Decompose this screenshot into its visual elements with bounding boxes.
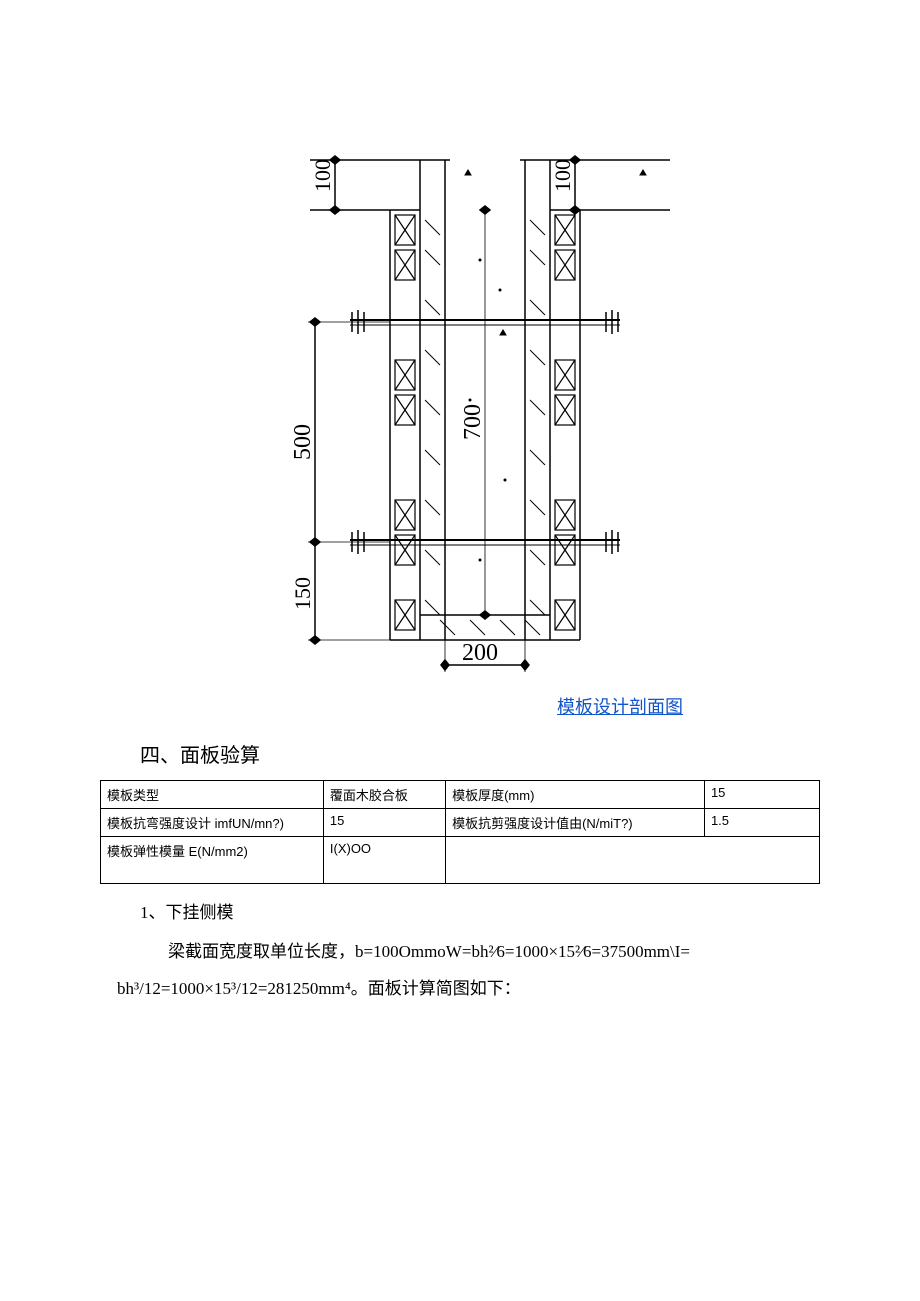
sub-1-heading: 1、下挂侧模 — [140, 898, 820, 923]
diagram-svg: 100 100 500 150 700 200 — [240, 100, 680, 680]
dim-150: 150 — [290, 577, 315, 610]
cell-shear-value: 1.5 — [704, 809, 819, 837]
cell-template-type-label: 模板类型 — [101, 781, 324, 809]
cell-template-type-value: 覆面木胶合板 — [323, 781, 445, 809]
formwork-section-diagram: 100 100 500 150 700 200 模板设计剖面图 — [100, 100, 820, 719]
cell-thickness-value: 15 — [704, 781, 819, 809]
cell-modulus-value: I(X)OO — [323, 837, 445, 884]
cell-thickness-label: 模板厚度(mm) — [446, 781, 705, 809]
dim-100-right: 100 — [550, 159, 575, 192]
cell-empty — [446, 837, 820, 884]
table-row: 模板类型 覆面木胶合板 模板厚度(mm) 15 — [101, 781, 820, 809]
calc-text-line1: 梁截面宽度取单位长度，b=100OmmoW=bh²⁄6=1000×15²⁄6=3… — [100, 933, 820, 970]
panel-params-table: 模板类型 覆面木胶合板 模板厚度(mm) 15 模板抗弯强度设计 imfUN/m… — [100, 780, 820, 884]
diagram-caption: 模板设计剖面图 — [557, 693, 683, 719]
dim-700: 700 — [460, 404, 486, 440]
calc-text-line2: bh³/12=1000×15³/12=281250mm⁴。面板计算简图如下： — [100, 970, 820, 1007]
cell-bending-value: 15 — [323, 809, 445, 837]
table-row: 模板弹性模量 E(N/mm2) I(X)OO — [101, 837, 820, 884]
cell-bending-label: 模板抗弯强度设计 imfUN/mn?) — [101, 809, 324, 837]
dim-100-left: 100 — [310, 159, 335, 192]
cell-shear-label: 模板抗剪强度设计值由(N/miT?) — [446, 809, 705, 837]
dim-200: 200 — [462, 640, 498, 666]
cell-modulus-label: 模板弹性模量 E(N/mm2) — [101, 837, 324, 884]
section-4-heading: 四、面板验算 — [140, 739, 820, 768]
dim-500: 500 — [290, 424, 316, 460]
table-row: 模板抗弯强度设计 imfUN/mn?) 15 模板抗剪强度设计值由(N/miT?… — [101, 809, 820, 837]
